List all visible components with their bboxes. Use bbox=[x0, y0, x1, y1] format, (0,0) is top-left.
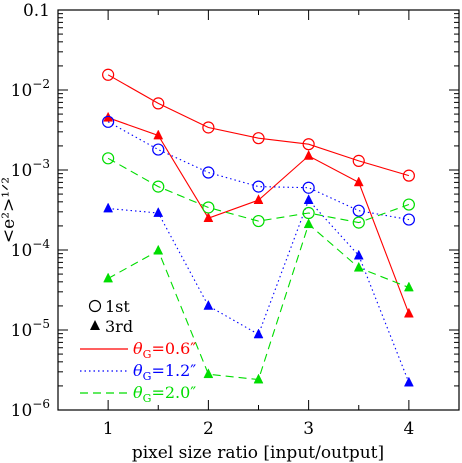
legend-theta: θ bbox=[133, 339, 143, 358]
series-line bbox=[107, 157, 410, 224]
y-axis-label-text: <e²>¹ᐟ² bbox=[0, 177, 19, 243]
data-point-circle bbox=[352, 216, 365, 229]
legend-theta: θ bbox=[133, 383, 143, 402]
data-point-circle bbox=[352, 154, 365, 167]
data-point-triangle bbox=[353, 261, 364, 272]
legend-theta-value: =0.6″ bbox=[151, 339, 196, 358]
data-point-circle bbox=[302, 138, 315, 151]
data-point-circle bbox=[252, 214, 265, 228]
series-1st-theta-0.6 bbox=[102, 68, 415, 182]
y-tick-exponent: −4 bbox=[32, 237, 50, 251]
y-tick-exponent: −6 bbox=[32, 397, 50, 411]
data-point-circle bbox=[252, 132, 265, 145]
y-tick-label: 10−3 bbox=[11, 157, 50, 181]
data-point-triangle bbox=[253, 328, 264, 339]
data-point-circle bbox=[102, 115, 115, 128]
data-series bbox=[102, 68, 415, 387]
data-point-circle bbox=[402, 213, 415, 226]
y-tick-base: 10 bbox=[11, 321, 33, 341]
legend-marker-label: 3rd bbox=[105, 317, 133, 336]
data-point-circle bbox=[402, 169, 415, 182]
data-point-triangle bbox=[303, 218, 314, 229]
series-1st-theta-2.0 bbox=[102, 152, 415, 229]
legend-theta: θ bbox=[133, 361, 143, 380]
data-point-circle bbox=[352, 204, 365, 217]
x-tick-label: 1 bbox=[103, 419, 114, 439]
data-point-circle bbox=[202, 201, 215, 214]
legend-circle-marker bbox=[88, 299, 102, 313]
y-tick-exponent: −5 bbox=[32, 317, 50, 331]
data-point-triangle bbox=[103, 272, 114, 283]
y-tick-exponent: −2 bbox=[32, 77, 50, 91]
y-tick-base: 10 bbox=[11, 81, 33, 101]
series-3rd-theta-2.0 bbox=[103, 218, 414, 384]
data-point-triangle bbox=[303, 149, 314, 160]
legend-line-label: θG=1.2″ bbox=[133, 361, 196, 383]
data-point-triangle bbox=[403, 376, 414, 387]
legend-line-label: θG=0.6″ bbox=[133, 339, 196, 361]
series-line bbox=[107, 121, 409, 221]
data-point-triangle bbox=[403, 307, 414, 318]
data-point-triangle bbox=[253, 194, 264, 204]
y-tick-label: 0.1 bbox=[23, 1, 50, 21]
data-point-circle bbox=[102, 68, 115, 81]
series-3rd-theta-1.2 bbox=[103, 194, 414, 387]
legend-theta-value: =1.2″ bbox=[151, 361, 196, 380]
data-point-circle bbox=[202, 121, 215, 134]
data-point-triangle bbox=[353, 176, 364, 187]
x-axis-label: pixel size ratio [input/output] bbox=[132, 443, 384, 463]
x-tick-label: 4 bbox=[403, 419, 414, 439]
data-point-triangle bbox=[103, 202, 114, 213]
y-tick-label: 10−2 bbox=[11, 77, 50, 101]
data-point-circle bbox=[152, 97, 165, 110]
data-point-circle bbox=[302, 181, 315, 194]
x-tick-label: 3 bbox=[303, 419, 314, 439]
y-tick-label: 10−4 bbox=[11, 237, 51, 261]
data-point-triangle bbox=[303, 194, 314, 204]
y-tick-exponent: −3 bbox=[32, 157, 50, 171]
axis-ticks: 1 2 3 410−610−510−410−310−20.1 bbox=[11, 1, 459, 439]
data-point-triangle bbox=[403, 281, 414, 292]
data-point-circle bbox=[102, 152, 115, 165]
data-point-triangle bbox=[203, 299, 214, 310]
y-tick-base: 10 bbox=[11, 401, 33, 421]
data-point-circle bbox=[152, 143, 165, 156]
y-tick-base: 10 bbox=[11, 161, 33, 181]
plot-frame bbox=[57, 9, 460, 411]
data-point-triangle bbox=[203, 212, 214, 223]
plot-area bbox=[57, 9, 460, 411]
data-point-triangle bbox=[153, 207, 164, 217]
data-point-circle bbox=[402, 198, 415, 211]
legend-marker-label: 1st bbox=[105, 297, 130, 316]
data-point-triangle bbox=[203, 368, 214, 379]
legend-theta-subscript: G bbox=[143, 348, 152, 361]
legend-line-label: θG=2.0″ bbox=[133, 383, 196, 405]
data-point-triangle bbox=[353, 249, 364, 260]
x-tick-label: 2 bbox=[203, 419, 214, 439]
series-1st-theta-1.2 bbox=[102, 115, 415, 226]
data-point-circle bbox=[252, 180, 265, 193]
data-point-circle bbox=[152, 180, 165, 193]
legend-theta-subscript: G bbox=[143, 392, 152, 405]
legend-theta-subscript: G bbox=[143, 370, 152, 383]
series-line bbox=[107, 74, 410, 177]
y-tick-label: 10−5 bbox=[11, 317, 50, 341]
y-tick-base: 10 bbox=[11, 241, 33, 261]
legend-theta-value: =2.0″ bbox=[151, 383, 196, 402]
data-point-triangle bbox=[253, 373, 264, 384]
legend-triangle-marker bbox=[90, 320, 100, 330]
y-tick-label: 10−6 bbox=[11, 397, 50, 421]
data-point-triangle bbox=[153, 244, 164, 255]
data-point-circle bbox=[202, 166, 215, 179]
y-axis-label: <e²>¹ᐟ² bbox=[0, 177, 19, 243]
data-point-triangle bbox=[153, 129, 164, 140]
